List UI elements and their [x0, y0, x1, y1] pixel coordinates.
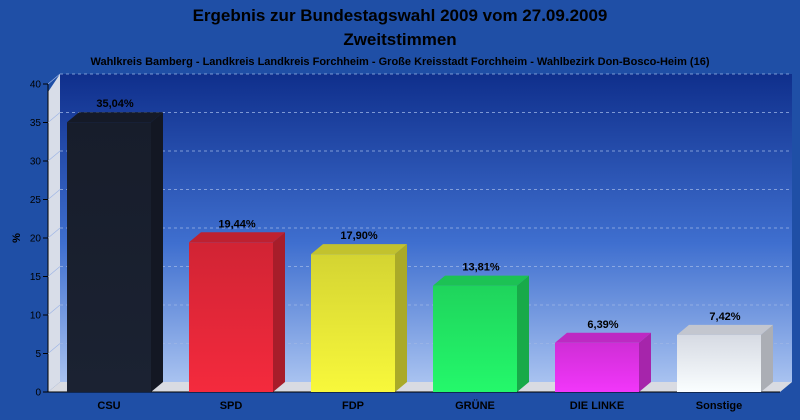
data-label: 17,90%: [340, 230, 378, 242]
bar-side: [761, 324, 773, 392]
y-tick-label: 0: [35, 388, 41, 399]
category-label: SPD: [220, 400, 243, 412]
chart-subtitle: Zweitstimmen: [343, 30, 456, 49]
y-tick-label: 15: [30, 272, 42, 283]
bar-front: [311, 254, 395, 392]
bar-top: [677, 324, 773, 335]
y-tick-label: 35: [30, 118, 42, 129]
bar: [677, 324, 773, 392]
bar-front: [433, 285, 517, 392]
bar-labels: 35,04% 19,44% 17,90% 13,81% 6,39% 7,42%: [96, 98, 740, 331]
bar: [311, 244, 407, 392]
bar-front: [677, 334, 761, 392]
category-label: GRÜNE: [455, 399, 495, 412]
bar-front: [67, 122, 151, 392]
bar-side: [395, 244, 407, 392]
bar: [189, 232, 285, 392]
data-label: 35,04%: [96, 98, 134, 110]
category-labels: CSU SPD FDP GRÜNE DIE LINKE Sonstige: [97, 399, 742, 412]
data-label: 19,44%: [218, 218, 256, 230]
bar-top: [555, 332, 651, 343]
category-label: FDP: [342, 400, 364, 412]
data-label: 7,42%: [709, 311, 740, 323]
gridline-wall: [47, 304, 61, 316]
bars: [67, 112, 773, 392]
category-label: DIE LINKE: [570, 400, 624, 412]
bar: [433, 275, 529, 392]
gridline-wall: [47, 189, 61, 200]
category-label: CSU: [97, 400, 120, 412]
y-tick-label: 5: [35, 349, 41, 360]
y-ticks: 0 5 10 15 20 25 30 35 40: [30, 80, 48, 399]
bar-side: [273, 232, 285, 392]
bar-top: [67, 112, 163, 123]
gridline-wall: [47, 150, 61, 162]
chart-caption: Wahlkreis Bamberg - Landkreis Landkreis …: [91, 56, 710, 68]
bar-top: [311, 244, 407, 255]
gridline-wall: [47, 73, 61, 85]
y-tick-label: 40: [30, 80, 42, 91]
data-label: 13,81%: [462, 262, 500, 274]
y-tick-label: 30: [30, 157, 42, 168]
bar-top: [189, 232, 285, 243]
y-tick-label: 10: [30, 311, 42, 322]
y-tick-label: 25: [30, 195, 42, 206]
y-tick-label: 20: [30, 234, 42, 245]
chart-title: Ergebnis zur Bundestagswahl 2009 vom 27.…: [193, 6, 608, 25]
grid: [47, 73, 792, 354]
gridline-wall: [47, 266, 61, 277]
bar: [67, 112, 163, 392]
bar-side: [151, 112, 163, 392]
gridline-wall: [47, 343, 61, 354]
y-axis-label: %: [11, 233, 23, 243]
bar-front: [555, 342, 639, 392]
gridline-wall: [47, 227, 61, 239]
gridline-wall: [47, 112, 61, 123]
bar-top: [433, 275, 529, 286]
bar: [555, 332, 651, 392]
category-label: Sonstige: [696, 400, 742, 412]
bar-front: [189, 242, 273, 392]
data-label: 6,39%: [587, 319, 618, 331]
bar-side: [639, 332, 651, 392]
bar-side: [517, 275, 529, 392]
